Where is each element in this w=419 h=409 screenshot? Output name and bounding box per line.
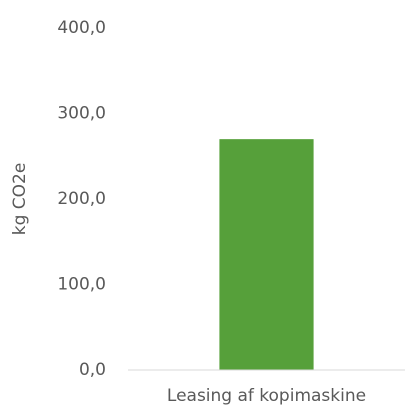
- x-tick-label: Leasing af kopimaskine: [167, 386, 366, 406]
- y-tick-label: 300,0: [57, 104, 106, 124]
- y-tick-label: 0,0: [79, 360, 106, 380]
- y-tick-label: 100,0: [57, 275, 106, 295]
- bar: [219, 139, 314, 370]
- y-tick-label: 400,0: [57, 18, 106, 38]
- y-tick-label: 200,0: [57, 189, 106, 209]
- y-axis-label: kg CO2e: [10, 163, 30, 236]
